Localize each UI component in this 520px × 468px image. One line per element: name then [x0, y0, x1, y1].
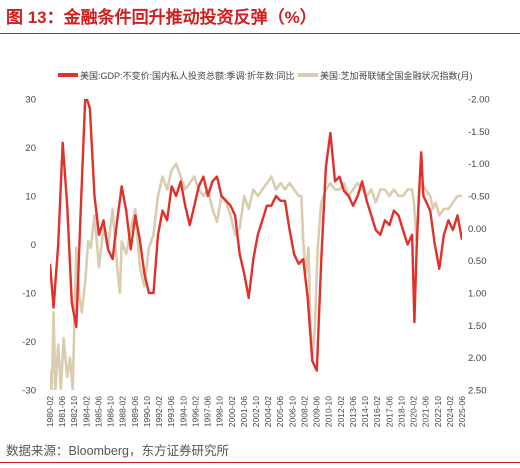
x-tick-label: 1984-02	[81, 396, 91, 427]
x-tick-label: 1992-02	[154, 396, 164, 427]
right-tick-label: -0.50	[468, 192, 490, 203]
x-tick-label: 2004-02	[263, 396, 273, 427]
x-tick-label: 2017-06	[384, 396, 394, 427]
x-tick-label: 2002-10	[251, 396, 261, 427]
x-tick-label: 2008-02	[300, 396, 310, 427]
left-tick-label: 30	[25, 95, 36, 106]
x-tick-label: 1980-02	[45, 396, 55, 427]
x-tick-label: 1981-06	[57, 396, 67, 427]
right-tick-label: -1.50	[468, 127, 490, 138]
x-tick-label: 2018-10	[396, 396, 406, 427]
x-tick-label: 1988-02	[118, 396, 128, 427]
x-tick-label: 2006-10	[287, 396, 297, 427]
x-tick-label: 1996-02	[190, 396, 200, 427]
x-tick-label: 2025-06	[457, 396, 467, 427]
legend: 美国:GDP:不变价:国内私人投资总额:季调:折年数:同比 美国:芝加哥联储全国…	[58, 70, 473, 81]
x-tick-label: 1985-06	[94, 396, 104, 427]
source-note: 数据来源：Bloomberg，东方证券研究所	[6, 444, 229, 458]
x-tick-label: 1994-10	[178, 396, 188, 427]
x-tick-label: 2000-02	[227, 396, 237, 427]
x-tick-label: 2020-02	[409, 396, 419, 427]
series-line-nfci	[50, 162, 462, 390]
legend-label-nfci: 美国:芝加哥联储全国金融状况指数(月)	[320, 70, 473, 81]
right-tick-label: 2.50	[468, 386, 487, 397]
x-tick-label: 1986-10	[106, 396, 116, 427]
x-tick-label: 2013-06	[348, 396, 358, 427]
x-tick-label: 2012-02	[336, 396, 346, 427]
x-tick-label: 2010-10	[324, 396, 334, 427]
right-tick-label: 0.50	[468, 256, 487, 267]
right-tick-label: 1.00	[468, 289, 487, 300]
plot-area	[50, 99, 462, 390]
x-tick-label: 2021-06	[421, 396, 431, 427]
bottom-divider	[0, 462, 520, 463]
x-tick-label: 1990-10	[142, 396, 152, 427]
legend-label-gdp: 美国:GDP:不变价:国内私人投资总额:季调:折年数:同比	[80, 70, 295, 81]
x-tick-label: 2009-06	[312, 396, 322, 427]
left-tick-label: 20	[25, 143, 36, 154]
right-tick-label: -1.00	[468, 159, 490, 170]
left-tick-label: -10	[22, 289, 36, 300]
left-tick-label: -30	[22, 386, 36, 397]
series-line-gdp	[50, 99, 462, 372]
x-tick-label: 1982-10	[69, 396, 79, 427]
page-title: 图 13：金融条件回升推动投资反弹（%）	[6, 8, 317, 27]
x-tick-label: 1993-06	[166, 396, 176, 427]
left-tick-label: -20	[22, 337, 36, 348]
x-tick-label: 2005-06	[275, 396, 285, 427]
x-tick-label: 2014-10	[360, 396, 370, 427]
chart: 美国:GDP:不变价:国内私人投资总额:季调:折年数:同比 美国:芝加哥联储全国…	[22, 70, 489, 428]
x-tick-label: 2001-06	[239, 396, 249, 427]
axes: 30 20 10 0 -10 -20 -30 -2.00 -1.50 -1.00 -0.50 0.00…	[22, 95, 489, 428]
right-tick-label: 2.00	[468, 353, 487, 364]
x-tick-label: 1998-10	[215, 396, 225, 427]
title-divider	[0, 33, 520, 34]
left-tick-label: 0	[31, 240, 36, 251]
x-tick-label: 2016-02	[372, 396, 382, 427]
x-tick-label: 2022-10	[433, 396, 443, 427]
right-tick-label: 0.00	[468, 224, 487, 235]
right-tick-label: -2.00	[468, 95, 490, 106]
right-tick-label: 1.50	[468, 321, 487, 332]
left-tick-label: 10	[25, 192, 36, 203]
x-tick-label: 1997-06	[203, 396, 213, 427]
x-tick-label: 2024-02	[445, 396, 455, 427]
x-tick-label: 1989-06	[130, 396, 140, 427]
